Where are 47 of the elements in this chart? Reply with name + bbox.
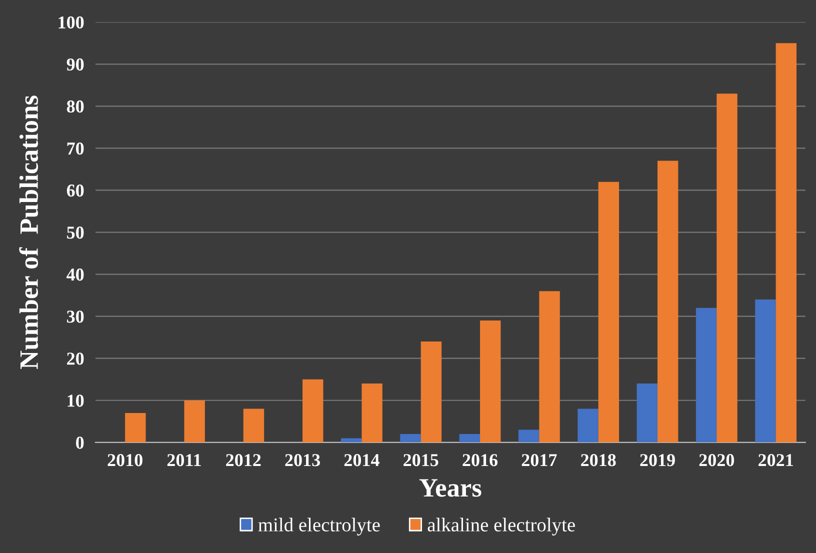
y-tick-label: 20 (67, 352, 84, 365)
x-tick-label: 2017 (522, 454, 557, 466)
legend-label: mild electrolyte (258, 518, 380, 536)
bar (125, 412, 146, 442)
y-tick-label: 10 (68, 394, 84, 407)
x-tick-label: 2015 (404, 454, 438, 466)
bar (420, 342, 442, 442)
bar (776, 43, 797, 442)
y-tick-label: 30 (66, 310, 84, 323)
x-tick-label: 2014 (344, 454, 380, 466)
x-tick-label: 2013 (285, 454, 320, 466)
bar (657, 160, 678, 442)
x-tick-label: 2021 (758, 454, 793, 466)
x-tick-label: 2011 (167, 454, 201, 466)
bar (755, 300, 776, 442)
bar (243, 408, 264, 442)
y-tick-label: 40 (66, 268, 84, 281)
bar (459, 434, 480, 442)
y-tick-label: 50 (67, 226, 84, 239)
bar (518, 430, 540, 442)
x-tick-label: 2019 (640, 454, 675, 466)
bar (302, 379, 324, 442)
x-tick-label: 2012 (226, 454, 261, 466)
y-axis-title: Number of Publications (19, 96, 38, 369)
bar (400, 434, 421, 442)
x-tick-label: 2010 (108, 454, 142, 466)
x-tick-label: 2018 (581, 454, 616, 466)
bar (184, 400, 205, 442)
bar (696, 308, 717, 442)
bar (480, 320, 501, 442)
bar (539, 291, 560, 442)
bar (578, 408, 598, 442)
y-tick-label: 100 (58, 16, 84, 29)
bar (362, 384, 382, 442)
legend-label: alkaline electrolyte (428, 518, 575, 536)
bar (598, 182, 620, 442)
x-axis-title: Years (419, 479, 482, 497)
y-tick-label: 70 (67, 142, 84, 155)
bar (340, 438, 362, 442)
y-tick-label: 0 (76, 436, 84, 449)
y-tick-label: 80 (66, 100, 84, 113)
bar (636, 384, 658, 442)
x-tick-label: 2016 (462, 454, 498, 466)
bar (716, 94, 738, 442)
y-tick-label: 90 (66, 58, 84, 71)
x-tick-label: 2020 (699, 454, 734, 466)
y-tick-label: 60 (66, 184, 84, 197)
